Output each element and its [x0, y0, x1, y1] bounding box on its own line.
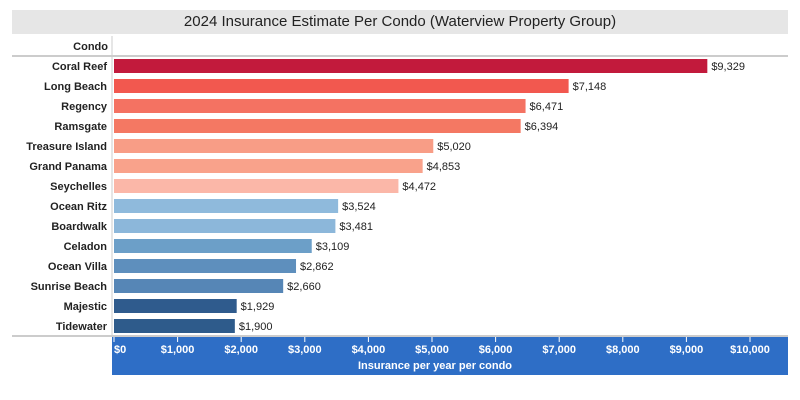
category-label: Ocean Villa	[48, 261, 108, 273]
category-label: Ramsgate	[54, 121, 107, 133]
data-label: $6,471	[530, 101, 564, 113]
bar	[114, 219, 336, 233]
data-label: $2,862	[300, 261, 334, 273]
category-label: Long Beach	[44, 81, 107, 93]
data-label: $1,900	[239, 321, 273, 333]
category-label: Tidewater	[56, 321, 108, 333]
data-label: $4,853	[427, 161, 461, 173]
x-tick-label: $3,000	[288, 344, 322, 356]
bar	[114, 239, 312, 253]
bar	[114, 99, 526, 113]
x-tick-label: $10,000	[730, 344, 770, 356]
category-label: Celadon	[64, 241, 108, 253]
x-tick-label: $5,000	[415, 344, 449, 356]
bar	[114, 259, 297, 273]
category-label: Regency	[61, 101, 108, 113]
data-label: $9,329	[711, 61, 745, 73]
x-axis-title: Insurance per year per condo	[358, 360, 512, 372]
data-label: $5,020	[437, 141, 471, 153]
category-label: Grand Panama	[29, 161, 108, 173]
bar	[114, 139, 434, 153]
category-label: Treasure Island	[26, 141, 107, 153]
data-label: $4,472	[402, 181, 436, 193]
data-label: $3,109	[316, 241, 350, 253]
x-tick-label: $2,000	[224, 344, 258, 356]
row-header: Condo	[73, 41, 108, 53]
bar	[114, 179, 399, 193]
bar	[114, 119, 521, 133]
x-tick-label: $1,000	[161, 344, 195, 356]
bar	[114, 319, 235, 333]
data-label: $7,148	[573, 81, 607, 93]
bar	[114, 159, 423, 173]
x-tick-label: $7,000	[542, 344, 576, 356]
chart-title: 2024 Insurance Estimate Per Condo (Water…	[12, 10, 788, 34]
category-label: Sunrise Beach	[31, 281, 108, 293]
bar	[114, 199, 339, 213]
x-tick-label: $0	[114, 344, 126, 356]
data-label: $3,524	[342, 201, 376, 213]
data-label: $2,660	[287, 281, 321, 293]
x-tick-label: $9,000	[670, 344, 704, 356]
data-label: $6,394	[525, 121, 559, 133]
bar	[114, 79, 569, 93]
bar	[114, 59, 708, 73]
x-tick-label: $8,000	[606, 344, 640, 356]
x-tick-label: $4,000	[352, 344, 386, 356]
bar	[114, 299, 237, 313]
bar	[114, 279, 284, 293]
category-label: Ocean Ritz	[50, 201, 107, 213]
category-label: Majestic	[64, 301, 107, 313]
data-label: $1,929	[241, 301, 275, 313]
x-axis-band	[112, 337, 788, 375]
category-label: Seychelles	[50, 181, 107, 193]
category-label: Coral Reef	[52, 61, 107, 73]
category-label: Boardwalk	[51, 221, 108, 233]
data-label: $3,481	[339, 221, 373, 233]
x-tick-label: $6,000	[479, 344, 513, 356]
